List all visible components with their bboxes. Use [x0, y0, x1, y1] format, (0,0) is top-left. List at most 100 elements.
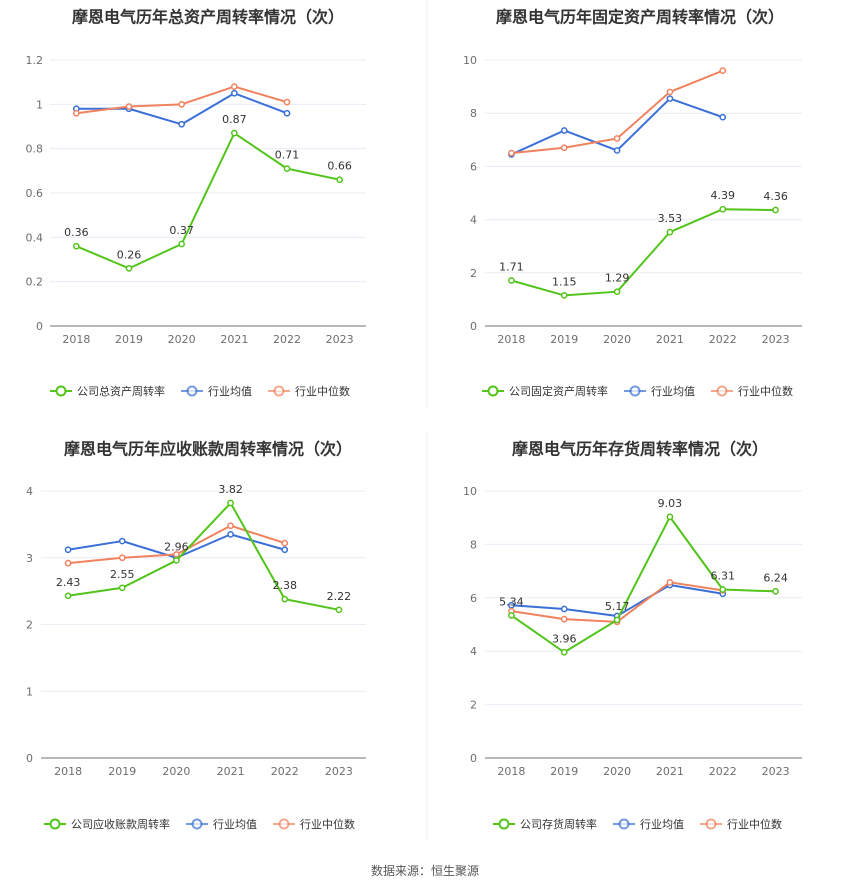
- data-point-company: [230, 129, 238, 137]
- data-point-median: [560, 615, 568, 623]
- legend-label: 行业均值: [208, 385, 252, 398]
- data-point-company: [283, 165, 291, 172]
- data-point-company: [719, 586, 727, 593]
- data-label: 9.03: [658, 497, 683, 510]
- data-label: 0.71: [275, 149, 300, 162]
- chart-title: 摩恩电气历年应收账款周转率情况（次）: [64, 440, 352, 459]
- x-tick-label: 2020: [603, 765, 631, 778]
- data-point-company: [336, 176, 344, 184]
- y-tick-label: 6: [470, 160, 477, 173]
- legend-label: 行业均值: [640, 818, 684, 831]
- y-tick-label: 1: [26, 685, 33, 698]
- y-tick-label: 0: [36, 320, 43, 333]
- legend-swatch-marker: [186, 385, 198, 397]
- data-point-company: [560, 648, 568, 656]
- data-point-median: [719, 67, 727, 74]
- chart-panel-2: 摩恩电气历年固定资产周转率情况（次） 0 2 4 6 8 10 2018 2019 2020 202…: [463, 8, 802, 398]
- y-tick-label: 2: [26, 619, 33, 632]
- data-point-company: [719, 205, 727, 213]
- legend-swatch-marker: [705, 818, 717, 830]
- data-point-median: [666, 88, 674, 96]
- legend-label: 公司固定资产周转率: [509, 384, 608, 398]
- x-tick-label: 2023: [325, 765, 353, 778]
- data-label: 0.66: [327, 160, 352, 173]
- x-tick-label: 2019: [108, 765, 136, 778]
- data-point-median: [613, 135, 621, 142]
- data-point-median: [64, 559, 72, 567]
- data-point-avg: [719, 113, 727, 121]
- data-label: 3.82: [218, 483, 243, 496]
- data-label: 0.26: [117, 248, 142, 261]
- legend-label: 行业中位数: [295, 384, 350, 398]
- x-tick-label: 2021: [656, 765, 684, 778]
- legend-item-avg: 行业均值: [181, 385, 252, 398]
- data-point-avg: [281, 546, 289, 554]
- legend-label: 公司存货周转率: [520, 817, 597, 831]
- data-label: 2.22: [327, 590, 352, 603]
- data-label: 1.15: [552, 275, 577, 288]
- legend-swatch-marker: [191, 818, 203, 830]
- x-tick-label: 2022: [273, 333, 301, 346]
- legend-item-median: 行业中位数: [273, 817, 355, 831]
- x-tick-label: 2019: [550, 765, 578, 778]
- x-tick-label: 2020: [162, 765, 190, 778]
- data-point-median: [283, 98, 291, 106]
- data-point-company: [178, 240, 186, 248]
- x-tick-label: 2019: [115, 333, 143, 346]
- legend-item-company: 公司固定资产周转率: [482, 384, 608, 398]
- data-point-median: [118, 554, 126, 562]
- x-tick-label: 2021: [656, 333, 684, 346]
- data-point-median: [666, 578, 674, 586]
- x-tick-label: 2018: [62, 333, 90, 346]
- y-tick-label: 0.4: [26, 231, 44, 244]
- chart-panel-3: 摩恩电气历年应收账款周转率情况（次） 0 1 2 3 4 2018 2019 2020 2021 2…: [26, 440, 366, 831]
- data-point-company: [281, 595, 289, 603]
- legend-swatch-marker: [278, 818, 290, 830]
- chart-title: 摩恩电气历年总资产周转率情况（次）: [72, 8, 344, 27]
- legend-item-company: 公司总资产周转率: [50, 384, 165, 398]
- y-tick-label: 1.2: [26, 54, 44, 67]
- data-point-avg: [666, 95, 674, 102]
- data-label: 1.29: [605, 272, 630, 285]
- data-point-company: [335, 606, 343, 614]
- y-tick-label: 4: [470, 214, 477, 227]
- data-point-avg: [227, 531, 234, 538]
- x-tick-label: 2020: [603, 333, 631, 346]
- data-source-note: 数据来源：恒生聚源: [370, 864, 479, 878]
- series-line-avg: [511, 97, 724, 156]
- y-tick-label: 2: [470, 699, 477, 712]
- data-point-avg: [178, 120, 186, 128]
- series-line-company: [75, 132, 340, 270]
- data-point-avg: [230, 89, 238, 97]
- y-tick-label: 3: [26, 552, 33, 565]
- legend-item-company: 公司存货周转率: [493, 817, 597, 831]
- chart-panel-1: 摩恩电气历年总资产周转率情况（次） 0 0.2 0.4 0.6 0.8 1 1.2 2018 20…: [26, 8, 366, 398]
- data-point-median: [173, 551, 180, 558]
- y-tick-label: 0: [470, 320, 477, 333]
- data-label: 6.24: [763, 571, 788, 584]
- legend-item-median: 行业中位数: [268, 384, 350, 398]
- data-point-company: [666, 513, 674, 521]
- y-tick-label: 4: [26, 485, 33, 498]
- y-tick-label: 0.2: [26, 276, 44, 289]
- series-line-company: [510, 515, 776, 654]
- series-line-company: [67, 502, 340, 611]
- data-point-company: [508, 277, 515, 284]
- data-point-avg: [118, 537, 126, 545]
- legend-label: 公司应收账款周转率: [71, 817, 170, 831]
- legend-label: 行业中位数: [738, 384, 793, 398]
- data-label: 0.37: [169, 224, 194, 237]
- data-point-median: [230, 83, 238, 90]
- series-line-company: [511, 208, 776, 297]
- legend-label: 行业中位数: [300, 817, 355, 831]
- legend-swatch-marker: [618, 818, 630, 830]
- legend-label: 行业均值: [213, 818, 257, 831]
- data-point-company: [508, 612, 515, 619]
- data-point-company: [666, 228, 674, 236]
- data-label: 2.43: [56, 576, 81, 589]
- data-point-median: [281, 539, 289, 547]
- data-label: 5.17: [605, 600, 630, 613]
- y-tick-label: 0: [26, 752, 33, 765]
- x-tick-label: 2021: [217, 765, 245, 778]
